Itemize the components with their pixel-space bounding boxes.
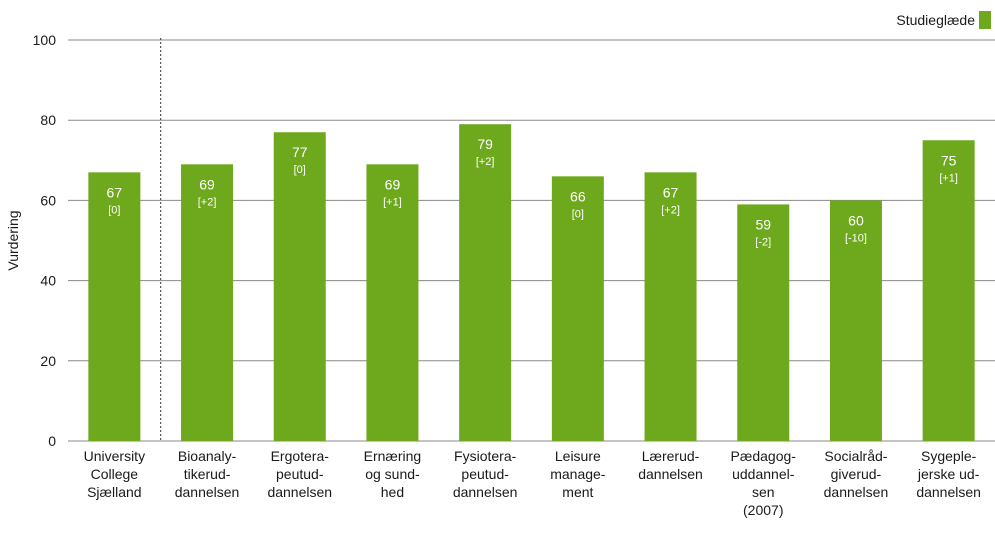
bar-change-label: [+2] <box>198 196 217 208</box>
y-tick-label: 100 <box>33 32 57 48</box>
x-tick-label: Ergotera-peutud-dannelsen <box>267 448 332 500</box>
legend: Studieglæde <box>896 11 991 29</box>
bar-value-label: 66 <box>570 188 586 204</box>
bars: 67 [0] 69 [+2] 77 [0] 69 [+1] 79 [+2] 66 [0] 67 [+2] 5… <box>88 124 974 441</box>
y-axis-label: Vurdering <box>5 210 21 270</box>
bar-value-label: 75 <box>941 152 957 168</box>
x-tick-label: University College Sjælland <box>84 448 145 500</box>
x-tick-label: Bioanaly-tikerud-dannelsen <box>175 448 240 500</box>
x-tick-label: Lærerud-dannelsen <box>638 448 703 482</box>
bar-value-label: 79 <box>477 136 493 152</box>
bar-change-label: [0] <box>108 204 120 216</box>
bar-change-label: [+2] <box>476 156 495 168</box>
y-tick-label: 20 <box>40 353 56 369</box>
x-tick-label: Fysiotera-peutud-dannelsen <box>453 448 518 500</box>
bar <box>923 140 975 441</box>
bar-change-label: [+2] <box>661 204 680 216</box>
y-axis: 0 20 40 60 80 100 <box>33 32 57 449</box>
bar-change-label: [+1] <box>383 196 402 208</box>
bar-change-label: [-10] <box>845 232 867 244</box>
bar-value-label: 59 <box>755 216 771 232</box>
y-tick-label: 0 <box>48 433 56 449</box>
y-tick-label: 60 <box>40 192 56 208</box>
bar-value-label: 60 <box>848 212 864 228</box>
bar-value-label: 67 <box>663 184 679 200</box>
x-axis: University College Sjælland Bioanaly-tikeru… <box>84 448 981 518</box>
y-tick-label: 40 <box>40 273 56 289</box>
bar-change-label: [-2] <box>755 236 771 248</box>
bar-change-label: [0] <box>294 164 306 176</box>
bar <box>274 132 326 441</box>
bar <box>459 124 511 441</box>
x-tick-label: Sygeple-jerske ud-dannelsen <box>916 448 981 500</box>
bar-value-label: 77 <box>292 144 308 160</box>
bar-value-label: 69 <box>199 176 215 192</box>
x-tick-label: Leisure manage-ment <box>550 448 606 500</box>
x-tick-label: Pædagog-uddannel-sen (2007) <box>731 448 797 518</box>
bar-change-label: [0] <box>572 208 584 220</box>
legend-label: Studieglæde <box>896 12 975 28</box>
x-tick-label: Socialråd-giverud-dannelsen <box>824 448 889 500</box>
bar-value-label: 69 <box>385 176 401 192</box>
bar-change-label: [+1] <box>939 172 958 184</box>
legend-swatch <box>979 11 991 29</box>
y-tick-label: 80 <box>40 112 56 128</box>
x-tick-label: Ernæring og sund-hed <box>364 448 422 500</box>
bar-value-label: 67 <box>107 184 123 200</box>
